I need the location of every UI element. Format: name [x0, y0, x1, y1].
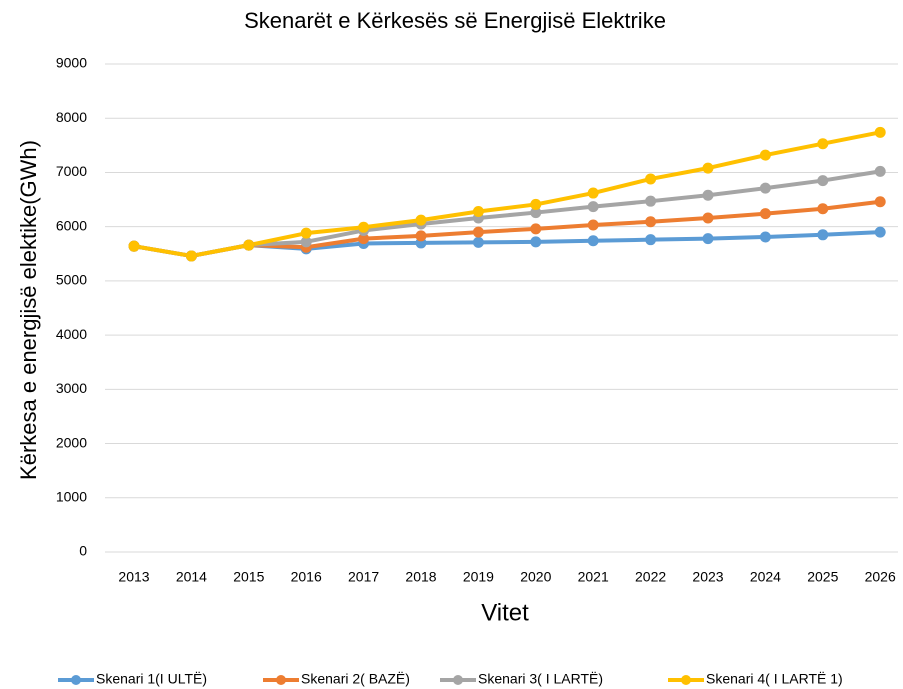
legend-label: Skenari 4( I LARTË 1): [706, 671, 843, 687]
data-point: [185, 250, 197, 262]
data-point: [415, 214, 427, 226]
data-point: [587, 201, 599, 213]
x-tick-label: 2022: [635, 569, 666, 585]
chart-title: Skenarët e Kërkesës së Energjisë Elektri…: [244, 8, 666, 33]
legend-label: Skenari 3( I LARTË): [478, 671, 603, 687]
y-tick-label: 8000: [56, 109, 87, 125]
x-tick-label: 2013: [118, 569, 149, 585]
legend-label: Skenari 2( BAZË): [301, 671, 410, 687]
data-point: [128, 240, 140, 252]
legend-marker: [276, 675, 286, 685]
data-point: [702, 189, 714, 201]
data-point: [415, 230, 427, 242]
data-point: [817, 175, 829, 187]
data-point: [300, 236, 312, 248]
x-tick-label: 2018: [405, 569, 436, 585]
data-point: [530, 223, 542, 235]
data-point: [358, 233, 370, 245]
x-tick-label: 2017: [348, 569, 379, 585]
y-tick-label: 5000: [56, 272, 87, 288]
data-point: [759, 149, 771, 161]
x-tick-label: 2024: [750, 569, 781, 585]
data-point: [300, 227, 312, 239]
data-point: [243, 239, 255, 251]
data-point: [759, 208, 771, 220]
legend-label: Skenari 1(I ULTË): [96, 671, 207, 687]
data-point: [530, 198, 542, 210]
y-tick-label: 6000: [56, 217, 87, 233]
data-point: [874, 226, 886, 238]
data-point: [645, 173, 657, 185]
y-tick-label: 4000: [56, 326, 87, 342]
legend-marker: [681, 675, 691, 685]
y-tick-label: 3000: [56, 380, 87, 396]
data-point: [587, 235, 599, 247]
data-point: [759, 182, 771, 194]
data-point: [817, 138, 829, 150]
x-tick-label: 2019: [463, 569, 494, 585]
x-tick-label: 2023: [692, 569, 723, 585]
data-point: [874, 165, 886, 177]
data-point: [817, 203, 829, 215]
data-point: [645, 216, 657, 228]
data-point: [874, 126, 886, 138]
data-point: [587, 187, 599, 199]
y-tick-label: 7000: [56, 163, 87, 179]
data-point: [817, 229, 829, 241]
data-point: [874, 196, 886, 208]
data-point: [759, 231, 771, 243]
x-tick-label: 2021: [578, 569, 609, 585]
x-axis-label: Vitet: [481, 599, 529, 626]
data-point: [472, 226, 484, 238]
data-point: [702, 212, 714, 224]
y-tick-label: 1000: [56, 488, 87, 504]
y-tick-label: 0: [79, 543, 87, 559]
data-point: [645, 195, 657, 207]
x-tick-label: 2020: [520, 569, 551, 585]
data-point: [587, 219, 599, 231]
data-point: [702, 233, 714, 245]
y-axis-label: Kërkesa e energjisë elektike(GWh): [16, 140, 41, 480]
x-tick-label: 2014: [176, 569, 207, 585]
data-point: [472, 205, 484, 217]
x-tick-label: 2025: [807, 569, 838, 585]
data-point: [530, 207, 542, 219]
data-point: [472, 236, 484, 248]
x-tick-label: 2015: [233, 569, 264, 585]
legend-marker: [453, 675, 463, 685]
legend-marker: [71, 675, 81, 685]
data-point: [645, 234, 657, 246]
y-tick-label: 2000: [56, 434, 87, 450]
y-tick-label: 9000: [56, 55, 87, 71]
x-tick-label: 2026: [865, 569, 896, 585]
data-point: [702, 162, 714, 174]
x-tick-label: 2016: [291, 569, 322, 585]
data-point: [530, 236, 542, 248]
series-line: [133, 130, 881, 258]
data-point: [358, 221, 370, 233]
